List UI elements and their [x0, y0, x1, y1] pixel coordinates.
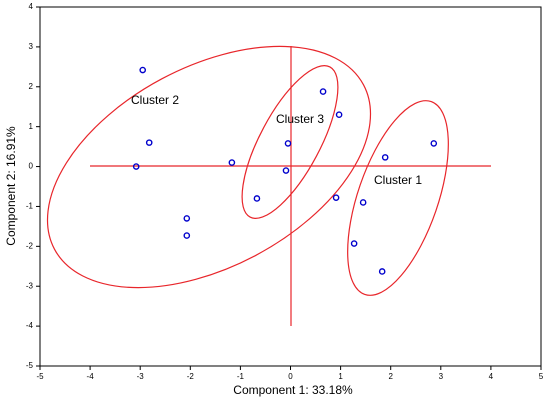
- x-tick-label: 0: [288, 372, 293, 381]
- point: [253, 195, 261, 202]
- y-tick-label: 4: [29, 2, 34, 11]
- point: [228, 159, 236, 166]
- annotation: Cluster 1: [374, 173, 422, 187]
- point: [145, 139, 153, 146]
- point: [381, 154, 389, 161]
- x-tick-label: 2: [388, 372, 393, 381]
- x-tick-label: 4: [489, 372, 494, 381]
- point: [335, 111, 343, 118]
- y-tick-label: 3: [29, 42, 34, 51]
- x-tick-label: -1: [237, 372, 245, 381]
- point: [332, 194, 340, 201]
- point: [282, 167, 290, 174]
- point: [350, 240, 358, 247]
- point: [359, 199, 367, 206]
- point: [319, 88, 327, 95]
- x-tick-label: 1: [338, 372, 343, 381]
- x-tick-label: -3: [137, 372, 145, 381]
- y-tick-label: 0: [29, 162, 34, 171]
- y-tick-label: -5: [26, 361, 34, 370]
- point: [183, 215, 191, 222]
- point: [284, 140, 292, 147]
- y-tick-label: -1: [26, 202, 34, 211]
- x-tick-label: -2: [187, 372, 195, 381]
- point: [183, 232, 191, 239]
- y-tick-label: -4: [26, 321, 34, 330]
- point: [139, 66, 147, 74]
- x-tick-label: -5: [36, 372, 44, 381]
- y-axis-label: Component 2: 16.91%: [4, 126, 18, 246]
- x-axis-label: Component 1: 33.18%: [233, 383, 353, 397]
- annotation: Cluster 2: [131, 93, 179, 107]
- point: [132, 163, 140, 170]
- cluster-ellipse: [241, 65, 339, 219]
- point: [430, 140, 438, 147]
- x-tick-label: 3: [439, 372, 444, 381]
- x-tick-label: 5: [539, 372, 544, 381]
- x-tick-label: -4: [87, 372, 95, 381]
- y-tick-label: -3: [26, 281, 34, 290]
- cluster-ellipse: [347, 100, 449, 296]
- annotation: Cluster 3: [276, 112, 324, 126]
- cluster-ellipse: [46, 45, 372, 289]
- y-tick-label: 2: [29, 82, 34, 91]
- y-tick-label: 1: [29, 122, 34, 131]
- y-tick-label: -2: [26, 241, 34, 250]
- point: [378, 268, 386, 275]
